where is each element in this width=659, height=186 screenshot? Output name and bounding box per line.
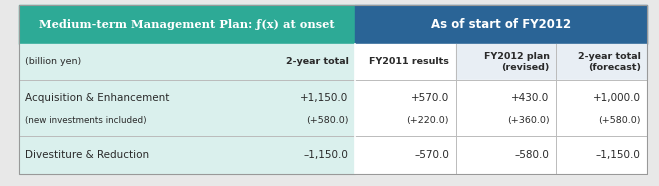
Bar <box>18 136 355 174</box>
Bar <box>18 44 355 80</box>
Bar <box>355 136 647 174</box>
Text: (+360.0): (+360.0) <box>507 116 550 125</box>
Text: Divestiture & Reduction: Divestiture & Reduction <box>25 150 150 160</box>
Text: (+580.0): (+580.0) <box>598 116 641 125</box>
Bar <box>556 44 647 80</box>
Text: (billion yen): (billion yen) <box>25 57 82 66</box>
Text: +1,150.0: +1,150.0 <box>301 93 349 103</box>
Text: (+580.0): (+580.0) <box>306 116 349 125</box>
Bar <box>18 5 355 44</box>
Text: 2-year total: 2-year total <box>285 57 349 66</box>
Bar <box>455 44 556 80</box>
Bar <box>355 80 647 136</box>
Text: –580.0: –580.0 <box>515 150 550 160</box>
Text: +430.0: +430.0 <box>511 93 550 103</box>
Text: –1,150.0: –1,150.0 <box>596 150 641 160</box>
Text: 2-year total
(forecast): 2-year total (forecast) <box>578 52 641 72</box>
Text: –570.0: –570.0 <box>414 150 449 160</box>
Text: Acquisition & Enhancement: Acquisition & Enhancement <box>25 93 169 103</box>
Text: –1,150.0: –1,150.0 <box>304 150 349 160</box>
Text: As of start of FY2012: As of start of FY2012 <box>431 18 571 31</box>
Bar <box>18 80 355 136</box>
Text: (new investments included): (new investments included) <box>25 116 147 125</box>
Text: +570.0: +570.0 <box>411 93 449 103</box>
Text: +1,000.0: +1,000.0 <box>592 93 641 103</box>
Bar <box>355 5 647 44</box>
Bar <box>355 44 455 80</box>
Text: (+220.0): (+220.0) <box>407 116 449 125</box>
Text: FY2011 results: FY2011 results <box>369 57 449 66</box>
Text: Medium-term Management Plan: ƒ(x) at onset: Medium-term Management Plan: ƒ(x) at ons… <box>39 19 335 30</box>
Text: FY2012 plan
(revised): FY2012 plan (revised) <box>484 52 550 72</box>
